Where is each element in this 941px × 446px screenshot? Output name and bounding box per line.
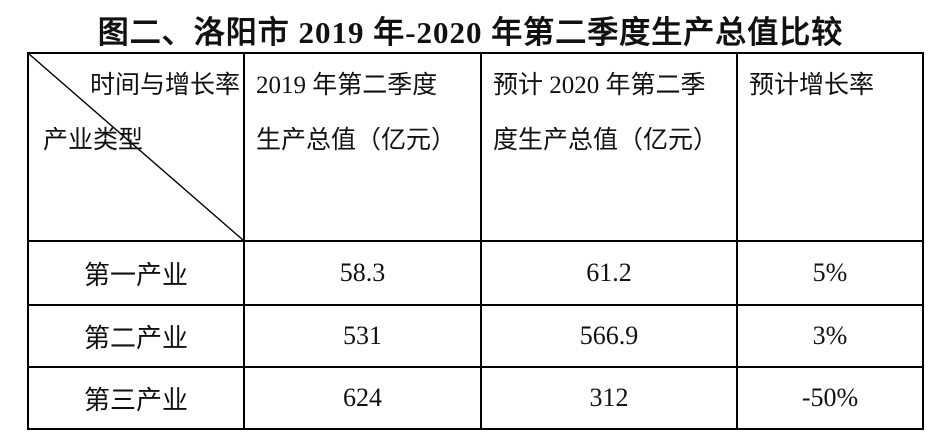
figure-title: 图二、洛阳市 2019 年-2020 年第二季度生产总值比较	[97, 15, 844, 50]
column-header-2019-gdp: 2019 年第二季度 生产总值（亿元）	[243, 52, 482, 242]
gdp-comparison-table: 时间与增长率 产业类型 2019 年第二季度 生产总值（亿元） 预计 2020 …	[27, 52, 924, 430]
column-header-2020-gdp-line2: 度生产总值（亿元）	[493, 127, 719, 154]
secondary-industry-2019-value: 531	[243, 304, 482, 368]
column-header-2020-gdp-line1: 预计 2020 年第二季	[493, 72, 706, 99]
secondary-industry-2020-value: 566.9	[480, 304, 738, 368]
table-row-tertiary-industry: 第三产业 624 312 -50%	[27, 366, 924, 430]
primary-industry-2020-value: 61.2	[480, 240, 738, 306]
diagonal-header-label-industry-type: 产业类型	[43, 127, 144, 154]
diagonal-divider-line	[29, 54, 243, 240]
table-header-row: 时间与增长率 产业类型 2019 年第二季度 生产总值（亿元） 预计 2020 …	[27, 52, 924, 242]
row-label-tertiary-industry: 第三产业	[27, 366, 245, 430]
table-row-primary-industry: 第一产业 58.3 61.2 5%	[27, 240, 924, 306]
column-header-2020-gdp: 预计 2020 年第二季 度生产总值（亿元）	[480, 52, 738, 242]
tertiary-industry-2019-value: 624	[243, 366, 482, 430]
column-header-2019-gdp-line2: 生产总值（亿元）	[256, 127, 457, 154]
diagonal-header-cell: 时间与增长率 产业类型	[27, 52, 245, 242]
row-label-primary-industry: 第一产业	[27, 240, 245, 306]
table-row-secondary-industry: 第二产业 531 566.9 3%	[27, 304, 924, 368]
column-header-growth-rate-line1: 预计增长率	[749, 72, 875, 99]
column-header-growth-rate: 预计增长率	[736, 52, 924, 242]
primary-industry-2019-value: 58.3	[243, 240, 482, 306]
primary-industry-growth-value: 5%	[736, 240, 924, 306]
column-header-2019-gdp-line1: 2019 年第二季度	[256, 72, 438, 99]
row-label-secondary-industry: 第二产业	[27, 304, 245, 368]
tertiary-industry-growth-value: -50%	[736, 366, 924, 430]
diagonal-header-label-time-growth: 时间与增长率	[89, 72, 240, 99]
secondary-industry-growth-value: 3%	[736, 304, 924, 368]
tertiary-industry-2020-value: 312	[480, 366, 738, 430]
